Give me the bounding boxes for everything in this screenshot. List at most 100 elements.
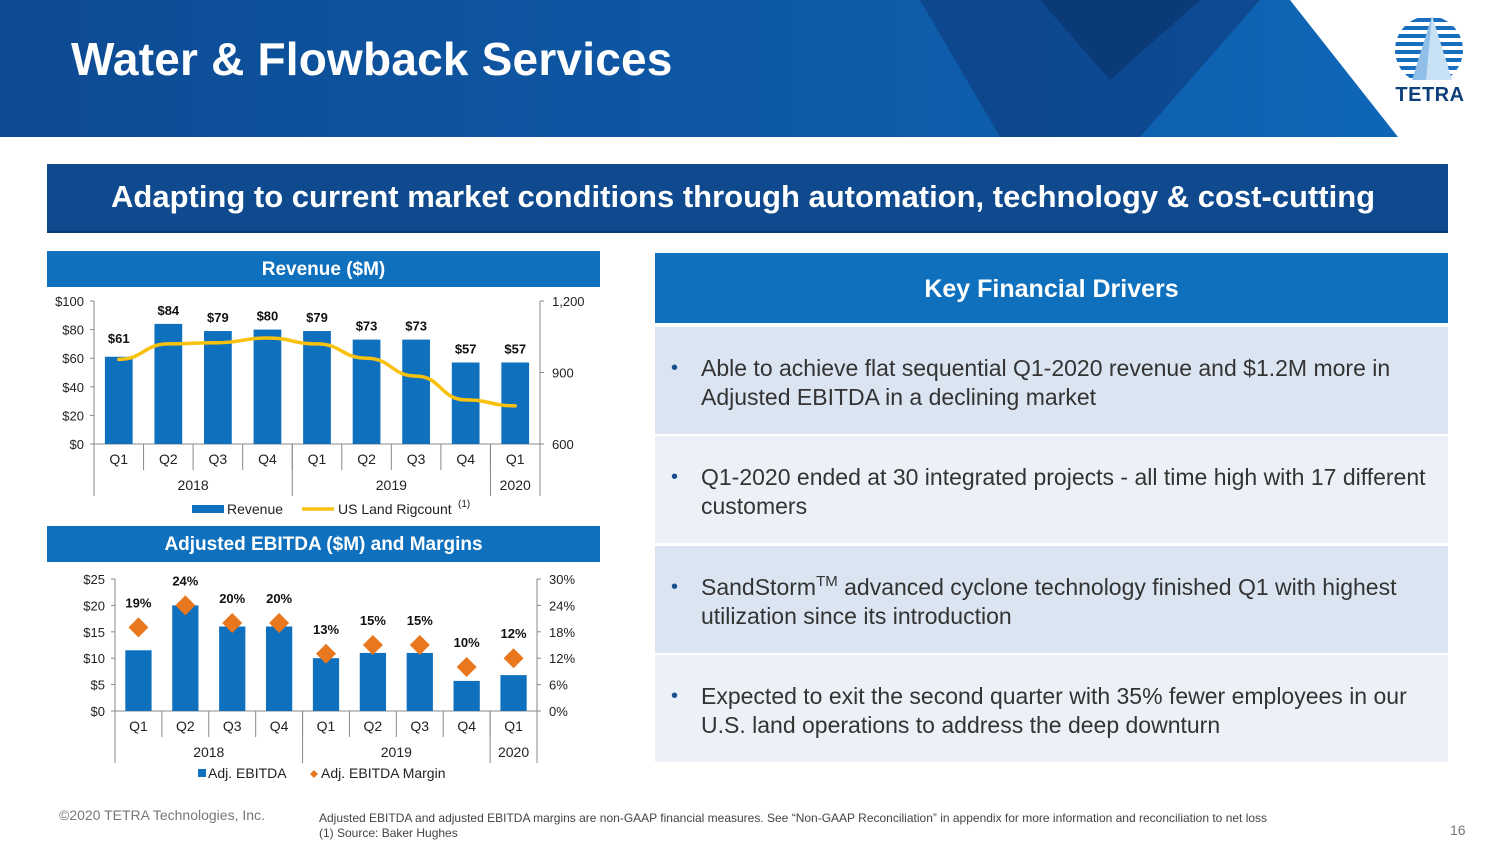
bar-adj-ebitda (453, 680, 480, 711)
legend-rigcount-label: US Land Rigcount (338, 501, 452, 517)
bar-revenue (402, 339, 430, 444)
bullet-icon: • (671, 357, 679, 379)
key-drivers-title: Key Financial Drivers (655, 253, 1448, 323)
left-tick-label: $25 (83, 572, 105, 587)
bar-revenue (501, 362, 530, 444)
trademark-superscript: TM (816, 573, 838, 590)
right-tick-label: 900 (552, 366, 574, 381)
page-title: Water & Flowback Services (71, 33, 673, 85)
margin-marker (409, 635, 430, 655)
category-label: Q4 (456, 451, 475, 467)
legend-ebitda-swatch (198, 769, 206, 777)
tetra-logo-icon (1395, 16, 1463, 84)
year-label: 2020 (500, 477, 531, 493)
key-driver-item: • Q1-2020 ended at 30 integrated project… (655, 436, 1448, 543)
bar-value-label: $79 (306, 310, 328, 325)
margin-value-label: 15% (407, 613, 433, 628)
left-tick-label: $15 (83, 625, 105, 640)
category-label: Q1 (129, 718, 148, 734)
sandstorm-text: SandStorm (701, 574, 817, 600)
right-tick-label: 12% (549, 651, 575, 666)
margin-marker (222, 613, 243, 633)
margin-value-label: 10% (454, 635, 480, 650)
category-label: Q1 (317, 718, 336, 734)
left-tick-label: $5 (91, 678, 105, 693)
bar-adj-ebitda (406, 652, 433, 711)
bar-adj-ebitda (359, 652, 387, 711)
margin-value-label: 13% (313, 622, 339, 637)
margin-value-label: 20% (219, 591, 245, 606)
headline-banner: Adapting to current market conditions th… (47, 164, 1448, 233)
left-tick-label: $20 (62, 408, 84, 423)
legend-revenue-label: Revenue (227, 501, 283, 517)
margin-marker (128, 617, 149, 638)
legend-ebitda-label: Adj. EBITDA (208, 765, 287, 781)
bar-revenue (104, 356, 133, 444)
ebitda-chart: $0 $5 $10 $15 $20 $25 0% 6% 12% 18% 24% 30% Q1 Q2 Q3 Q4… (83, 572, 575, 781)
copyright: ©2020 TETRA Technologies, Inc. (59, 807, 265, 823)
category-label: Q3 (407, 451, 426, 467)
category-label: Q2 (159, 451, 178, 467)
logo-text: TETRA (1395, 84, 1465, 106)
key-driver-text: SandStormTM advanced cyclone technology … (701, 573, 1436, 631)
bar-adj-ebitda (500, 675, 527, 711)
bar-adj-ebitda (312, 658, 340, 711)
bar-revenue (352, 339, 381, 444)
key-driver-text: Expected to exit the second quarter with… (701, 683, 1407, 738)
right-tick-label: 0% (549, 704, 568, 719)
bar-adj-ebitda (265, 626, 293, 711)
legend-revenue-swatch (192, 505, 224, 513)
margin-value-label: 12% (501, 626, 527, 641)
category-label: Q1 (109, 451, 128, 467)
legend-margin-label: Adj. EBITDA Margin (321, 765, 446, 781)
margin-marker (503, 648, 524, 669)
category-label: Q3 (410, 718, 429, 734)
margin-marker (175, 595, 196, 616)
page-number: 16 (1450, 822, 1466, 838)
left-tick-label: $80 (62, 323, 84, 338)
left-tick-label: $0 (70, 437, 84, 452)
key-driver-item: • Able to achieve flat sequential Q1-202… (655, 327, 1448, 434)
left-tick-label: $40 (62, 380, 84, 395)
category-label: Q2 (176, 718, 195, 734)
category-label: Q4 (270, 718, 289, 734)
bar-adj-ebitda (172, 605, 199, 711)
key-driver-text: Able to achieve flat sequential Q1-2020 … (701, 355, 1391, 410)
margin-marker (269, 613, 290, 633)
bar-value-label: $61 (108, 331, 130, 346)
bar-value-label: $84 (157, 303, 179, 318)
bar-value-label: $73 (405, 319, 427, 334)
bar-value-label: $80 (257, 309, 279, 324)
footnote: Adjusted EBITDA and adjusted EBITDA marg… (319, 811, 1267, 841)
category-label: Q1 (504, 718, 523, 734)
key-driver-item: • SandStormTM advanced cyclone technolog… (655, 546, 1448, 653)
right-tick-label: 24% (549, 598, 575, 613)
bullet-icon: • (671, 685, 679, 707)
category-label: Q3 (209, 451, 228, 467)
margin-marker (362, 635, 383, 655)
bar-value-label: $73 (356, 319, 378, 334)
left-tick-label: $20 (83, 598, 105, 613)
key-driver-text: Q1-2020 ended at 30 integrated projects … (701, 464, 1426, 519)
bullet-icon: • (671, 466, 679, 488)
headline-text: Adapting to current market conditions th… (111, 179, 1376, 214)
category-label: Q1 (308, 451, 327, 467)
category-label: Q4 (457, 718, 476, 734)
bar-value-label: $57 (504, 341, 526, 356)
right-tick-label: 30% (549, 572, 575, 587)
margin-value-label: 19% (125, 595, 151, 610)
right-tick-label: 600 (552, 437, 574, 452)
margin-value-label: 20% (266, 591, 292, 606)
sandstorm-rest-text: advanced cyclone technology finished Q1 … (701, 574, 1397, 629)
year-label: 2018 (193, 744, 224, 760)
bar-revenue (204, 331, 232, 444)
right-tick-label: 6% (549, 678, 568, 693)
right-tick-label: 1,200 (552, 294, 585, 309)
bullet-icon: • (671, 576, 679, 598)
year-label: 2020 (498, 744, 529, 760)
footnote-source: (1) Source: Baker Hughes (319, 826, 458, 840)
legend-margin-swatch (310, 770, 318, 778)
bar-revenue (253, 329, 282, 444)
category-label: Q2 (357, 451, 376, 467)
bar-revenue (303, 331, 331, 444)
